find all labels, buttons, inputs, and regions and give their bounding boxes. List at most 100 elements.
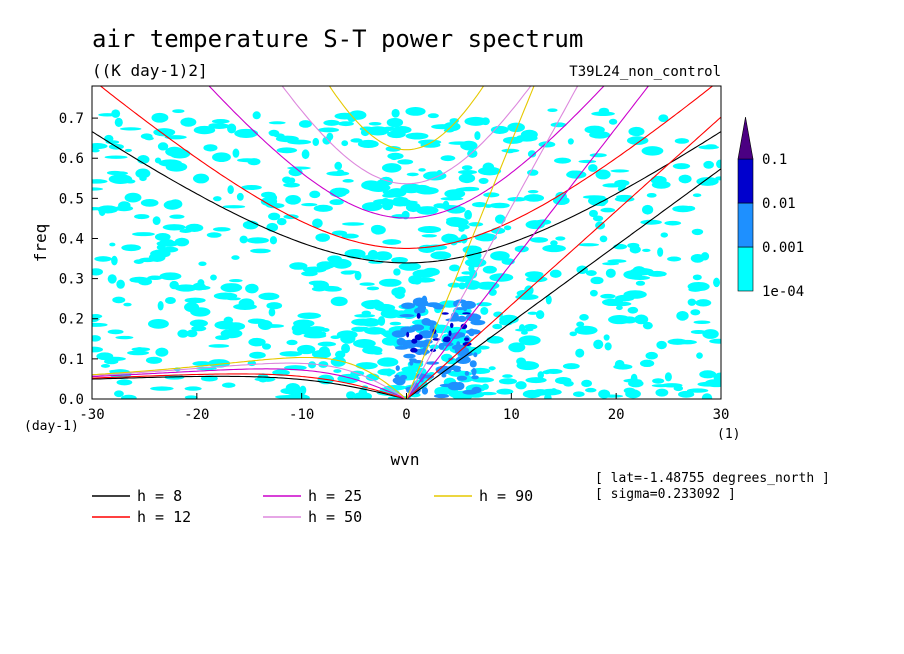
x-axis-label: wvn	[391, 450, 420, 469]
contour-patch	[297, 312, 322, 319]
chart-title: air temperature S-T power spectrum	[92, 25, 583, 53]
y-axis-label: freq	[31, 224, 50, 263]
contour-patch	[641, 204, 654, 215]
contour-patch	[642, 248, 651, 252]
contour-patch	[488, 366, 496, 371]
contour-patch	[341, 140, 349, 147]
contour-patch	[377, 316, 386, 326]
contour-patch	[114, 205, 134, 212]
contour-patch	[441, 233, 459, 244]
contour-patch	[285, 382, 301, 393]
contour-patch	[421, 295, 428, 304]
contour-patch	[393, 196, 408, 203]
contour-patch	[315, 233, 331, 242]
contour-patch	[448, 330, 452, 337]
contour-patch	[250, 248, 271, 254]
contour-patch	[421, 387, 429, 395]
contour-patch	[445, 318, 462, 322]
contour-patch	[157, 142, 169, 151]
contour-patch	[614, 359, 625, 369]
contour-patch	[478, 391, 497, 396]
contour-patch	[524, 323, 538, 330]
contour-patch	[471, 386, 482, 394]
contour-patch	[439, 385, 451, 396]
contour-patch	[416, 270, 438, 275]
contour-patch	[206, 232, 222, 238]
colorbar-segment	[737, 202, 754, 248]
contour-patch	[608, 118, 618, 125]
contour-patch	[307, 326, 326, 332]
contour-patch	[249, 351, 266, 359]
contour-patch	[316, 261, 335, 270]
contour-patch	[227, 123, 237, 134]
contour-patch	[614, 179, 630, 187]
contour-patch	[455, 299, 467, 304]
contour-patch	[329, 188, 348, 198]
contour-patch	[234, 128, 259, 139]
contour-patch	[193, 125, 216, 135]
contour-patch	[424, 244, 448, 251]
contour-patch	[386, 117, 404, 128]
contour-patch	[174, 284, 198, 292]
contour-patch	[416, 206, 439, 215]
contour-patch	[361, 310, 372, 316]
contour-patch	[414, 308, 426, 314]
contour-patch	[542, 244, 566, 253]
contour-patch	[616, 305, 623, 311]
y-tick-label: 0.3	[59, 272, 84, 288]
contour-patch	[445, 217, 469, 227]
contour-patch	[347, 114, 357, 123]
contour-patch	[664, 220, 682, 226]
contour-patch	[104, 155, 128, 159]
contour-patch	[713, 277, 721, 288]
contour-patch	[385, 146, 401, 152]
contour-patch	[692, 193, 702, 198]
contour-patch	[655, 388, 669, 397]
contour-patch	[450, 370, 466, 376]
contour-patch	[605, 268, 616, 278]
contour-patch	[168, 199, 183, 209]
contour-patch	[92, 207, 104, 211]
contour-patch	[701, 393, 713, 399]
contour-patch	[308, 361, 317, 369]
contour-patch	[179, 229, 192, 233]
curve-legend: h = 8 h = 12 h = 25 h = 50 h = 90	[92, 487, 533, 526]
contour-patch	[124, 148, 132, 152]
contour-patch	[103, 356, 126, 361]
contour-patch	[333, 369, 342, 373]
x-tick-label: -10	[289, 407, 314, 423]
contour-patch	[394, 345, 409, 350]
dispersion-line	[406, 116, 721, 399]
contour-patch	[220, 328, 243, 339]
contour-patch	[189, 319, 208, 328]
contour-patch	[464, 348, 470, 353]
contour-patch	[301, 203, 318, 207]
contour-patch	[92, 317, 100, 321]
contour-patch	[590, 276, 604, 285]
contour-patch	[607, 259, 627, 263]
contour-patch	[627, 242, 640, 249]
contour-patch	[524, 271, 544, 278]
contour-patch	[703, 160, 714, 169]
contour-patch	[147, 275, 163, 280]
contour-patch	[298, 120, 312, 128]
contour-patch	[395, 286, 406, 296]
contour-patch	[94, 256, 112, 262]
contour-patch	[642, 321, 653, 330]
contour-patch	[92, 148, 100, 153]
contour-patch	[283, 182, 300, 188]
contour-patch	[405, 132, 429, 140]
contour-patch	[474, 131, 481, 141]
contour-patch	[705, 144, 717, 148]
legend-label: h = 12	[137, 508, 191, 526]
contour-patch	[100, 364, 111, 368]
contour-patch	[312, 218, 323, 229]
contour-patch	[664, 372, 672, 382]
contour-patch	[268, 212, 281, 221]
contour-patch	[366, 126, 390, 136]
x-tick-label: -20	[184, 407, 209, 423]
contour-patch	[442, 338, 448, 342]
contour-patch	[377, 357, 399, 367]
chart-units: ((K day-1)2]	[92, 61, 208, 80]
contour-patch	[433, 393, 450, 399]
